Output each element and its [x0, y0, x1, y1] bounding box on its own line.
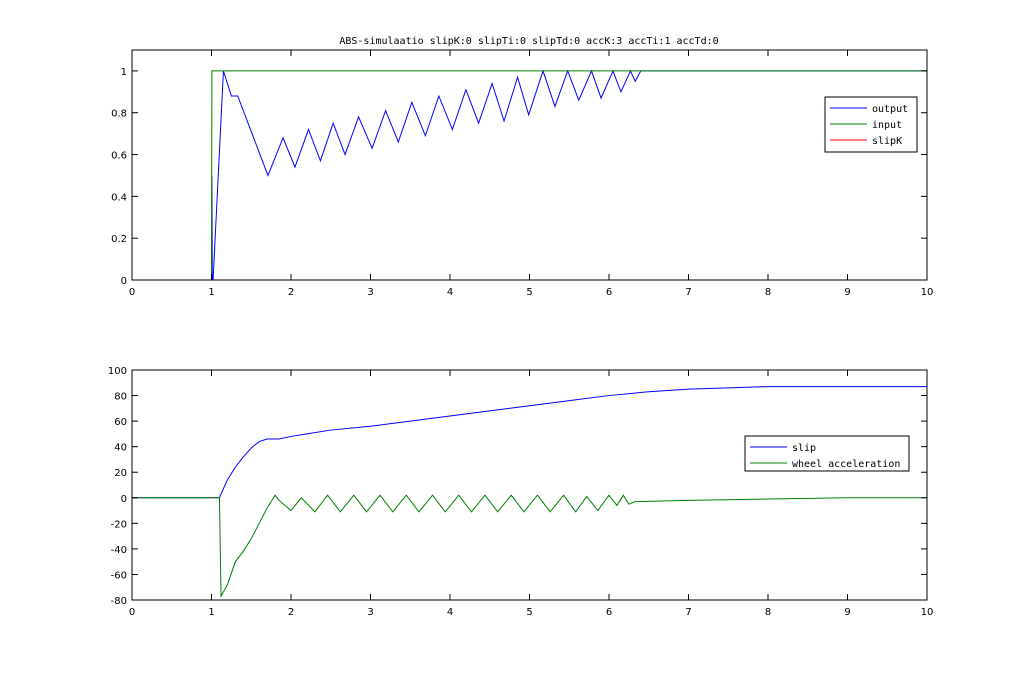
bottom-plot-x-tick-label: 7 [685, 607, 691, 618]
bottom-plot-x-tick-label: 2 [288, 607, 294, 618]
top-plot-x-tick-label: 6 [606, 287, 612, 298]
top-plot: ABS-simulaatio slipK:0 slipTi:0 slipTd:0… [111, 36, 933, 298]
top-plot-x-tick-label: 10 [921, 287, 934, 298]
top-plot-y-tick-label: 0.8 [111, 109, 127, 120]
bottom-plot-x-tick-label: 9 [844, 607, 850, 618]
top-plot-x-tick-label: 9 [844, 287, 850, 298]
top-plot-legend: output input slipK [824, 96, 918, 153]
top-plot-legend-label: output [872, 104, 908, 115]
bottom-plot-y-tick-label: -80 [111, 596, 127, 607]
top-plot-x-tick-label: 8 [765, 287, 771, 298]
top-plot-x-tick-label: 2 [288, 287, 294, 298]
bottom-plot-legend-label: slip [792, 443, 816, 454]
bottom-plot-x-tick-label: 0 [129, 607, 135, 618]
top-plot-x-tick-label: 1 [208, 287, 214, 298]
bottom-plot-y-tick-label: 60 [114, 417, 127, 428]
top-plot-title: ABS-simulaatio slipK:0 slipTi:0 slipTd:0… [339, 36, 718, 47]
top-plot-axes-background [132, 50, 927, 280]
top-plot-y-tick-label: 0 [121, 276, 127, 287]
bottom-plot-x-tick-label: 10 [921, 607, 934, 618]
top-plot-series-input-line [132, 70, 927, 280]
bottom-plot-y-tick-label: -40 [111, 545, 127, 556]
bottom-plot-legend-box [744, 435, 910, 472]
bottom-plot-legend-label: wheel acceleration [792, 459, 900, 470]
top-plot-x-tick-label: 0 [129, 287, 135, 298]
bottom-plot-axes-background [132, 370, 927, 600]
bottom-plot-series-wheel-acceleration-line [132, 494, 927, 599]
bottom-plot-x-tick-label: 3 [367, 607, 373, 618]
bottom-plot-y-tick-label: 100 [108, 366, 127, 377]
top-plot-x-tick-label: 7 [685, 287, 691, 298]
bottom-plot-y-tick-label: 20 [114, 468, 127, 479]
bottom-plot-series-slip-line [132, 386, 927, 499]
top-plot-legend-label: slipK [872, 136, 902, 147]
top-plot-x-tick-label: 5 [526, 287, 532, 298]
bottom-plot-x-tick-label: 5 [526, 607, 532, 618]
bottom-plot-x-tick-label: 4 [447, 607, 453, 618]
top-plot-y-tick-label: 0.2 [111, 234, 127, 245]
top-plot-y-tick-label: 1 [121, 67, 127, 78]
bottom-plot-y-tick-label: 0 [121, 494, 127, 505]
bottom-plot-legend: slip wheel acceleration [744, 435, 910, 472]
bottom-plot-x-tick-label: 8 [765, 607, 771, 618]
top-plot-y-tick-label: 0.4 [111, 192, 127, 203]
bottom-plot-x-tick-label: 6 [606, 607, 612, 618]
top-plot-legend-label: input [872, 120, 902, 131]
bottom-plot-y-tick-label: -60 [111, 570, 127, 581]
bottom-plot-x-tick-label: 1 [208, 607, 214, 618]
top-plot-y-tick-label: 0.6 [111, 151, 127, 162]
bottom-plot-y-tick-label: 40 [114, 443, 127, 454]
top-plot-x-tick-label: 3 [367, 287, 373, 298]
bottom-plot: 0 1 2 3 4 5 6 7 8 9 10 -80 -60 -40 -20 0 20 40 60 80 100 slip… [108, 366, 933, 618]
bottom-plot-y-tick-label: -20 [111, 519, 127, 530]
top-plot-x-tick-label: 4 [447, 287, 453, 298]
top-plot-series-output-line [132, 69, 927, 280]
bottom-plot-y-tick-label: 80 [114, 392, 127, 403]
